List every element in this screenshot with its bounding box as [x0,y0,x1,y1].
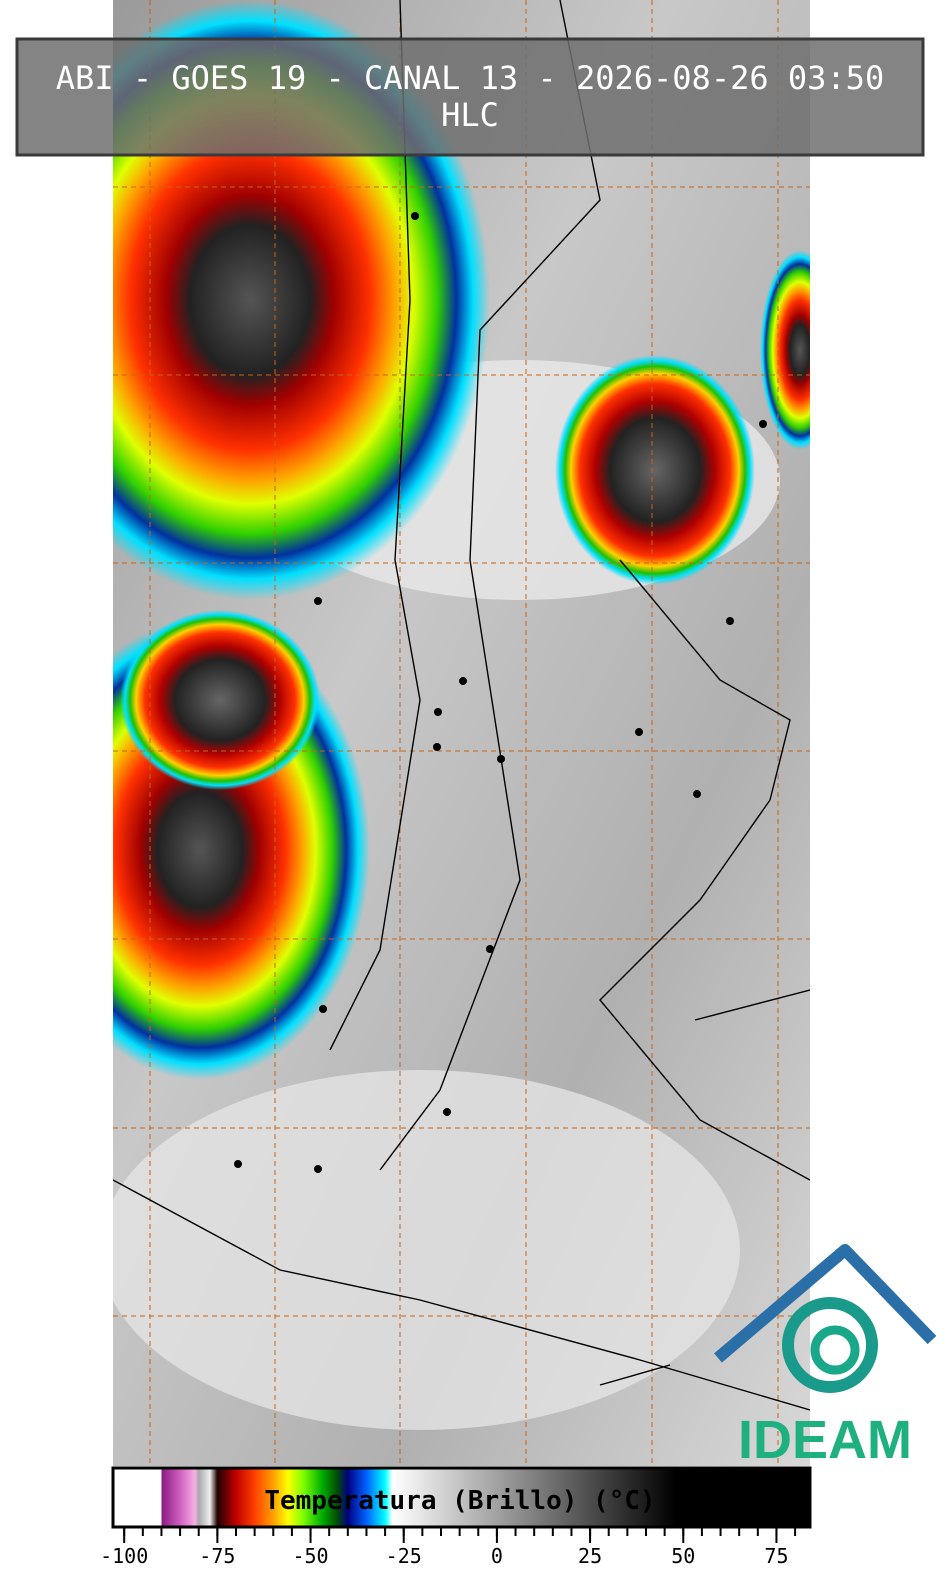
tick-label: -100 [100,1544,148,1568]
subtitle: HLC [441,96,499,134]
title: ABI - GOES 19 - CANAL 13 - 2026-08-26 03… [56,59,884,97]
tick-label: -25 [386,1544,422,1568]
tick-label: 25 [578,1544,602,1568]
tick-label: -75 [199,1544,235,1568]
logo-text: IDEAM [738,1410,912,1470]
tick-label: 0 [491,1544,503,1568]
ideam-logo: IDEAM [714,1244,937,1470]
tick-label: 75 [764,1544,788,1568]
tick-label: -50 [292,1544,328,1568]
title-box [15,37,925,157]
colorbar-label: Temperatura (Brillo) (°C) [264,1486,655,1516]
tick-label: 50 [671,1544,695,1568]
colorbar [111,1466,812,1529]
satellite-map [113,0,810,1466]
